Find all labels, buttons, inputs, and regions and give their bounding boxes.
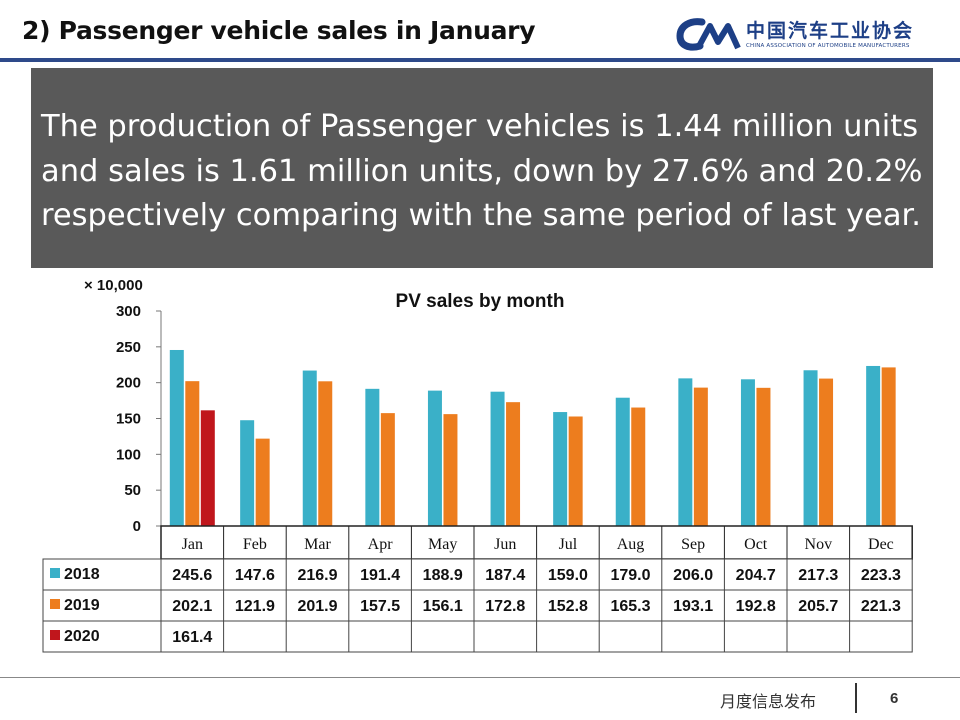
legend-swatch-2018	[50, 568, 60, 578]
x-tick-label-feb: Feb	[243, 536, 267, 553]
legend-label-2018: 2018	[64, 566, 100, 583]
data-label-2018-mar: 216.9	[297, 567, 337, 584]
x-tick-label-aug: Aug	[617, 536, 645, 553]
bar-2018-may	[427, 390, 442, 526]
data-label-2018-dec: 223.3	[861, 567, 901, 584]
bar-2020-jan	[200, 410, 215, 526]
bar-2018-sep	[678, 378, 693, 526]
bar-2019-mar	[318, 381, 333, 526]
x-tick-label-nov: Nov	[805, 536, 833, 553]
data-label-2018-jul: 159.0	[548, 567, 588, 584]
summary-text: The production of Passenger vehicles is …	[41, 109, 923, 233]
bar-2018-dec	[866, 365, 881, 526]
data-label-2019-jul: 152.8	[548, 598, 588, 615]
data-label-2018-sep: 206.0	[673, 567, 713, 584]
chart-title: PV sales by month	[396, 291, 565, 312]
x-tick-label-oct: Oct	[744, 536, 768, 553]
data-label-2018-aug: 179.0	[610, 567, 650, 584]
bar-2019-feb	[255, 438, 270, 526]
bar-2019-apr	[380, 413, 395, 526]
bar-2019-may	[443, 414, 458, 526]
bar-2018-oct	[740, 379, 755, 526]
bar-2019-oct	[756, 387, 771, 526]
bar-2018-mar	[302, 370, 317, 526]
legend-label-2019: 2019	[64, 597, 100, 614]
data-label-2018-feb: 147.6	[235, 567, 275, 584]
data-label-2019-dec: 221.3	[861, 598, 901, 615]
bar-2018-feb	[240, 420, 255, 526]
bar-2019-jul	[568, 416, 583, 526]
data-label-2019-sep: 193.1	[673, 598, 713, 615]
legend-swatch-2020	[50, 630, 60, 640]
page-number: 6	[890, 690, 899, 707]
data-table: Jan Feb Mar Apr May Jun Jul Aug Sep Oct Nov Dec 2018…	[42, 525, 913, 653]
data-label-2019-aug: 165.3	[610, 598, 650, 615]
data-label-2018-oct: 204.7	[736, 567, 776, 584]
x-tick-label-jan: Jan	[182, 536, 203, 553]
caam-logo: 中国汽车工业协会 CHINA ASSOCIATION OF AUTOMOBILE…	[676, 14, 926, 54]
bar-2018-jul	[553, 412, 568, 526]
x-tick-label-jun: Jun	[494, 536, 516, 553]
bar-2019-sep	[693, 387, 708, 526]
x-tick-label-sep: Sep	[681, 536, 705, 553]
y-axis: 0 50 100 150 200 250 300	[116, 303, 162, 535]
bar-2019-nov	[819, 378, 834, 526]
y-tick-label: 50	[124, 482, 141, 499]
footer-label: 月度信息发布	[720, 692, 817, 711]
footer-separator	[855, 683, 857, 713]
summary-banner: The production of Passenger vehicles is …	[31, 68, 933, 268]
table-row-2019	[42, 589, 913, 622]
data-label-2019-jan: 202.1	[172, 598, 212, 615]
bar-2019-jan	[185, 381, 200, 526]
data-label-2018-may: 188.9	[423, 567, 463, 584]
bar-2018-jun	[490, 391, 505, 526]
footer-divider	[0, 677, 960, 678]
bar-group	[169, 349, 896, 526]
pv-sales-chart: × 10,000 PV sales by month 0 50 100 150 200 2…	[42, 277, 913, 653]
x-tick-label-may: May	[428, 536, 457, 553]
bar-2018-jan	[169, 349, 184, 526]
data-label-2019-jun: 172.8	[485, 598, 525, 615]
data-label-2018-jan: 245.6	[172, 567, 212, 584]
bar-2019-aug	[631, 407, 646, 526]
bar-2018-aug	[615, 397, 630, 526]
y-tick-label: 200	[116, 375, 141, 392]
data-label-2019-may: 156.1	[423, 598, 463, 615]
y-tick-label: 0	[133, 518, 141, 535]
title-divider	[0, 58, 960, 62]
data-label-2019-oct: 192.8	[736, 598, 776, 615]
bar-2018-apr	[365, 388, 380, 526]
bar-2018-nov	[803, 370, 818, 526]
logo-english-name: CHINA ASSOCIATION OF AUTOMOBILE MANUFACT…	[746, 43, 910, 49]
data-label-2019-mar: 201.9	[297, 598, 337, 615]
data-label-2019-feb: 121.9	[235, 598, 275, 615]
y-tick-label: 150	[116, 411, 141, 428]
x-tick-label-jul: Jul	[559, 536, 578, 553]
slide-title: 2) Passenger vehicle sales in January	[22, 16, 536, 45]
x-tick-label-apr: Apr	[368, 536, 394, 553]
data-label-2018-jun: 187.4	[485, 567, 525, 584]
table-row-2020	[42, 620, 913, 653]
y-unit-label: × 10,000	[84, 277, 143, 294]
y-tick-label: 100	[116, 446, 141, 463]
bar-2019-jun	[506, 402, 521, 526]
caam-logo-mark	[676, 18, 741, 51]
data-label-2019-apr: 157.5	[360, 598, 400, 615]
logo-chinese-name: 中国汽车工业协会	[746, 20, 915, 42]
data-label-2020-jan: 161.4	[172, 629, 212, 646]
data-label-2018-nov: 217.3	[798, 567, 838, 584]
legend-swatch-2019	[50, 599, 60, 609]
x-tick-label-mar: Mar	[304, 536, 331, 553]
y-tick-label: 250	[116, 339, 141, 356]
data-label-2019-nov: 205.7	[798, 598, 838, 615]
bar-2019-dec	[881, 367, 896, 526]
x-tick-label-dec: Dec	[868, 536, 894, 553]
data-label-2018-apr: 191.4	[360, 567, 400, 584]
legend-label-2020: 2020	[64, 628, 100, 645]
y-tick-label: 300	[116, 303, 141, 320]
